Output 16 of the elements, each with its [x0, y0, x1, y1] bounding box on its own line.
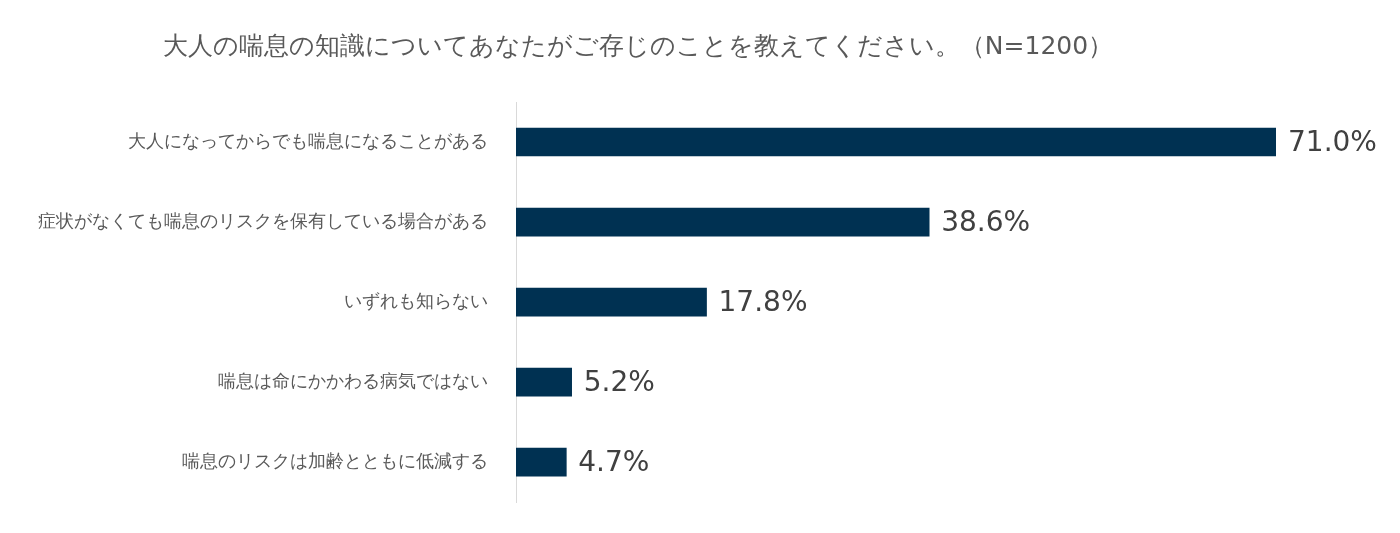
bar	[516, 447, 567, 477]
bar	[516, 367, 572, 397]
data-label: 71.0%	[1288, 125, 1377, 159]
data-label: 17.8%	[718, 285, 808, 319]
y-tick-label: 大人になってからでも喘息になることがある	[128, 129, 488, 151]
y-tick-label: 症状がなくても喘息のリスクを保有している場合がある	[38, 209, 488, 231]
y-tick-label: 喘息は命にかかわる病気ではない	[218, 369, 488, 391]
y-tick-label: いずれも知らない	[344, 289, 488, 311]
bar	[516, 287, 707, 317]
data-label: 38.6%	[941, 205, 1031, 239]
bar	[516, 207, 930, 237]
data-label: 4.7%	[578, 445, 650, 479]
chart-title: 大人の喘息の知識についてあなたがご存じのことを教えてください。（N=1200）	[162, 30, 1114, 60]
data-label: 5.2%	[583, 365, 655, 399]
y-tick-label: 喘息のリスクは加齢とともに低減する	[182, 449, 488, 471]
bar	[516, 127, 1276, 157]
